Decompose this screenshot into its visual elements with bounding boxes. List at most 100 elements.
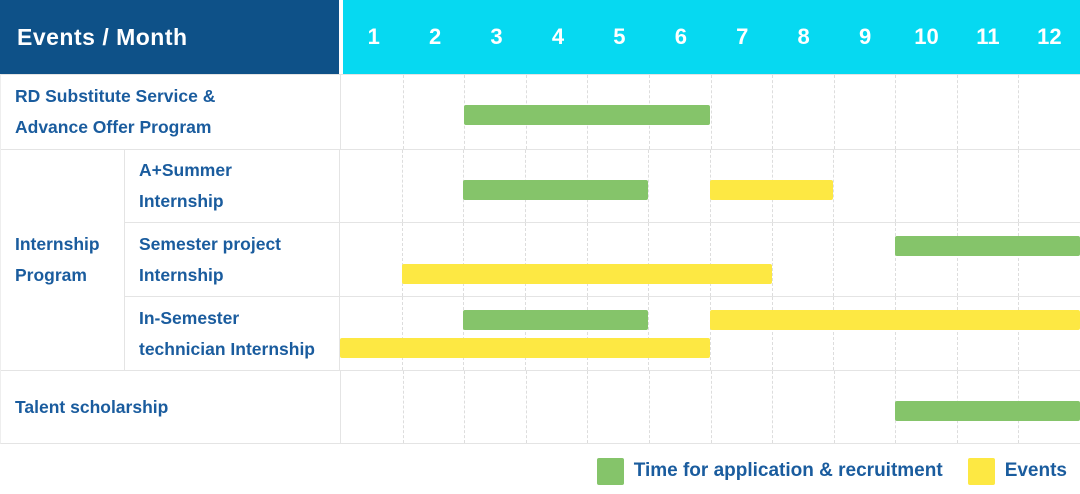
month-label-3: 3 bbox=[490, 24, 503, 49]
legend-item-application: Time for application & recruitment bbox=[596, 457, 943, 485]
row-label-line: In-Semester bbox=[139, 307, 240, 328]
month-gridline bbox=[587, 371, 589, 443]
legend-label-events: Events bbox=[1004, 460, 1067, 481]
month-gridline bbox=[463, 223, 465, 296]
month-label-11: 11 bbox=[976, 24, 1000, 49]
row-timeline bbox=[341, 371, 1080, 443]
month-label-5: 5 bbox=[613, 24, 626, 49]
row-timeline bbox=[340, 150, 1080, 222]
row-label-line: Talent scholarship bbox=[15, 396, 169, 417]
month-gridline bbox=[586, 223, 588, 296]
yellow-bar bbox=[401, 264, 772, 284]
green-bar bbox=[895, 236, 1080, 256]
month-gridline bbox=[772, 75, 774, 149]
month-header-row: 1 2 3 4 5 6 7 8 9 10 11 12 bbox=[343, 0, 1080, 74]
month-gridline bbox=[586, 297, 588, 370]
month-label-2: 2 bbox=[429, 24, 442, 49]
row-label-line: Internship bbox=[139, 191, 224, 211]
row-label-line: Internship bbox=[139, 264, 224, 285]
month-gridline bbox=[1018, 297, 1020, 370]
month-gridline bbox=[710, 75, 712, 149]
month-gridline bbox=[402, 371, 404, 443]
row-label-line: technician Internship bbox=[139, 338, 315, 359]
month-gridline bbox=[648, 371, 650, 443]
green-bar bbox=[464, 105, 711, 125]
month-gridline bbox=[464, 371, 466, 443]
row-label: Talent scholarship bbox=[1, 371, 341, 443]
month-gridline bbox=[833, 150, 835, 222]
row-label-line: RD Substitute Service & bbox=[15, 86, 216, 106]
month-gridline bbox=[710, 371, 712, 443]
month-gridline bbox=[771, 297, 773, 370]
month-gridline bbox=[895, 150, 896, 222]
month-gridline bbox=[525, 297, 526, 370]
gantt-section: Talent scholarship bbox=[1, 370, 1080, 443]
gantt-row: In-Semester technician Internship bbox=[125, 296, 1080, 370]
month-gridline bbox=[1018, 75, 1020, 149]
gantt-body: RD Substitute Service & Advance Offer Pro… bbox=[0, 74, 1080, 444]
month-gridline bbox=[525, 223, 526, 296]
row-label: A+Summer Internship bbox=[125, 150, 340, 222]
row-label: RD Substitute Service & Advance Offer Pro… bbox=[1, 75, 341, 149]
month-label-6: 6 bbox=[674, 24, 687, 49]
legend-item-events: Events bbox=[967, 457, 1067, 485]
month-gridline bbox=[401, 223, 403, 296]
events-month-header-cell: Events / Month bbox=[0, 0, 339, 74]
row-label-line: Advance Offer Program bbox=[15, 117, 212, 137]
month-gridline bbox=[895, 223, 896, 296]
header-divider bbox=[339, 0, 343, 74]
row-label-line: Semester project bbox=[139, 233, 282, 254]
month-gridline bbox=[463, 297, 465, 370]
month-gridline bbox=[402, 75, 404, 149]
month-gridline bbox=[895, 297, 896, 370]
month-gridline bbox=[956, 297, 958, 370]
gantt-section: Internship Program A+Summer Internship Semes… bbox=[1, 149, 1080, 370]
green-legend-swatch bbox=[596, 457, 624, 485]
month-gridline bbox=[895, 75, 897, 149]
green-bar bbox=[895, 401, 1080, 421]
events-month-title: Events / Month bbox=[17, 23, 188, 50]
month-gridline bbox=[956, 150, 958, 222]
month-gridline bbox=[401, 150, 403, 222]
legend-label-application: Time for application & recruitment bbox=[633, 460, 943, 481]
legend: Time for application & recruitment Event… bbox=[0, 444, 1080, 494]
gantt-row: RD Substitute Service & Advance Offer Pro… bbox=[1, 75, 1080, 149]
month-label-10: 10 bbox=[914, 24, 939, 49]
green-bar bbox=[463, 310, 649, 330]
month-gridline bbox=[833, 371, 835, 443]
table-header: Events / Month 1 2 3 4 5 6 7 8 9 10 11 12 bbox=[0, 0, 1080, 74]
row-label: Semester project Internship bbox=[125, 223, 340, 296]
row-label-line: A+Summer bbox=[139, 160, 232, 180]
month-label-9: 9 bbox=[858, 24, 872, 49]
month-gridline bbox=[648, 150, 650, 222]
month-gridline bbox=[1018, 223, 1020, 296]
row-timeline bbox=[340, 223, 1080, 296]
yellow-bar bbox=[710, 180, 834, 200]
month-gridline bbox=[710, 223, 711, 296]
month-label-1: 1 bbox=[367, 24, 380, 49]
gantt-section: RD Substitute Service & Advance Offer Pro… bbox=[1, 75, 1080, 149]
row-timeline bbox=[341, 75, 1080, 149]
month-label-12: 12 bbox=[1037, 24, 1062, 49]
yellow-bar bbox=[710, 310, 1080, 330]
month-gridline bbox=[771, 223, 773, 296]
month-gridline bbox=[833, 297, 835, 370]
row-label: In-Semester technician Internship bbox=[125, 297, 340, 370]
gantt-row: Talent scholarship bbox=[1, 371, 1080, 443]
month-gridline bbox=[1018, 150, 1020, 222]
month-label-4: 4 bbox=[551, 24, 565, 49]
month-gridline bbox=[648, 223, 650, 296]
gantt-row: A+Summer Internship bbox=[125, 150, 1080, 222]
group-label: Internship Program bbox=[1, 150, 125, 370]
yellow-legend-swatch bbox=[967, 457, 995, 485]
month-label-8: 8 bbox=[797, 24, 810, 49]
month-gridline bbox=[833, 75, 835, 149]
month-gridline bbox=[401, 297, 403, 370]
month-gridline bbox=[772, 371, 774, 443]
month-label-7: 7 bbox=[736, 24, 749, 49]
month-gridline bbox=[648, 297, 650, 370]
month-gridline bbox=[525, 371, 527, 443]
row-timeline bbox=[340, 297, 1080, 370]
group-label-line: Internship bbox=[15, 234, 100, 254]
